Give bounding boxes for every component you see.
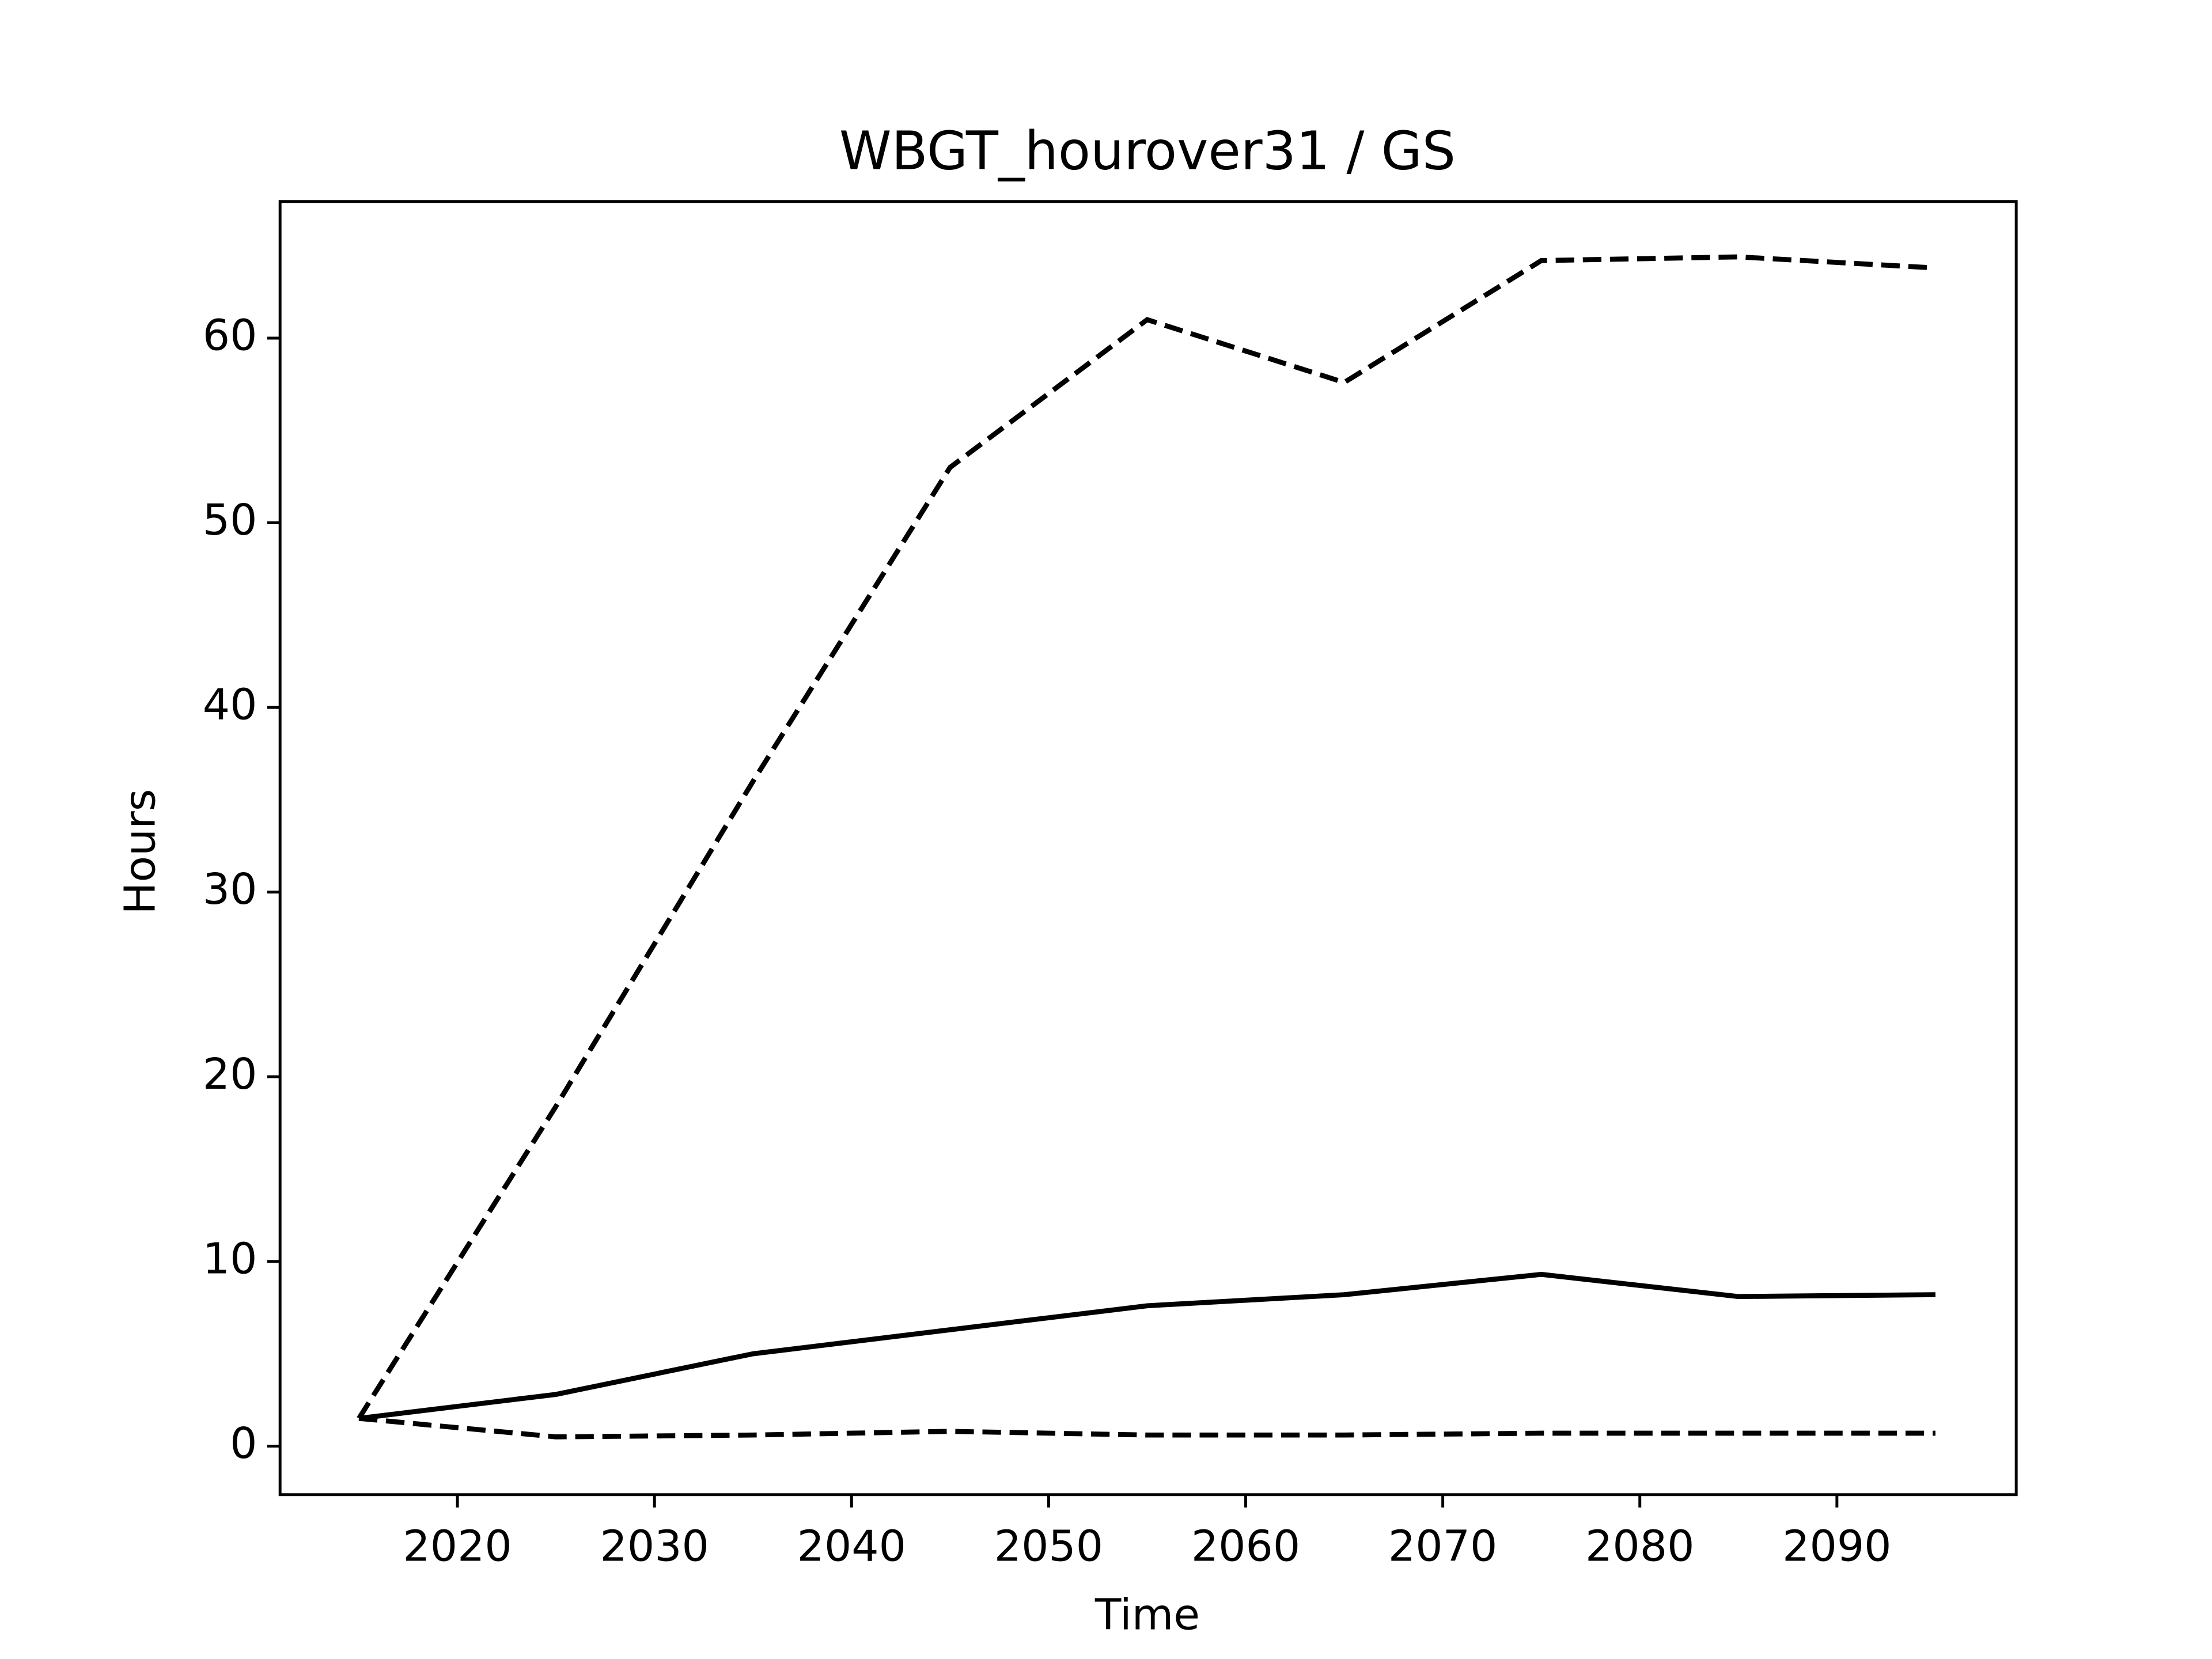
y-tick-label: 50 (203, 495, 257, 545)
y-tick-label: 30 (203, 864, 257, 914)
x-axis-label: Time (1094, 1590, 1200, 1640)
x-tick-label: 2060 (1191, 1521, 1300, 1571)
x-tick-label: 2080 (1585, 1521, 1694, 1571)
series-line (358, 1271, 1936, 1421)
x-tick-label: 2030 (600, 1521, 709, 1571)
x-tick-label: 2050 (994, 1521, 1103, 1571)
y-axis-label: Hours (115, 789, 165, 914)
x-tick-label: 2070 (1388, 1521, 1497, 1571)
y-tick-label: 60 (203, 310, 257, 360)
series-line (358, 1416, 1936, 1440)
y-tick-label: 10 (203, 1233, 257, 1283)
y-tick-label: 0 (230, 1418, 257, 1468)
series-line (357, 254, 1936, 1420)
x-tick-label: 2020 (403, 1521, 512, 1571)
x-tick-label: 2090 (1782, 1521, 1891, 1571)
y-tick-label: 40 (203, 680, 257, 730)
plot-frame (278, 200, 2018, 1497)
y-tick-label: 20 (203, 1049, 257, 1099)
x-tick-label: 2040 (797, 1521, 906, 1571)
chart-title: WBGT_hourover31 / GS (839, 120, 1456, 181)
